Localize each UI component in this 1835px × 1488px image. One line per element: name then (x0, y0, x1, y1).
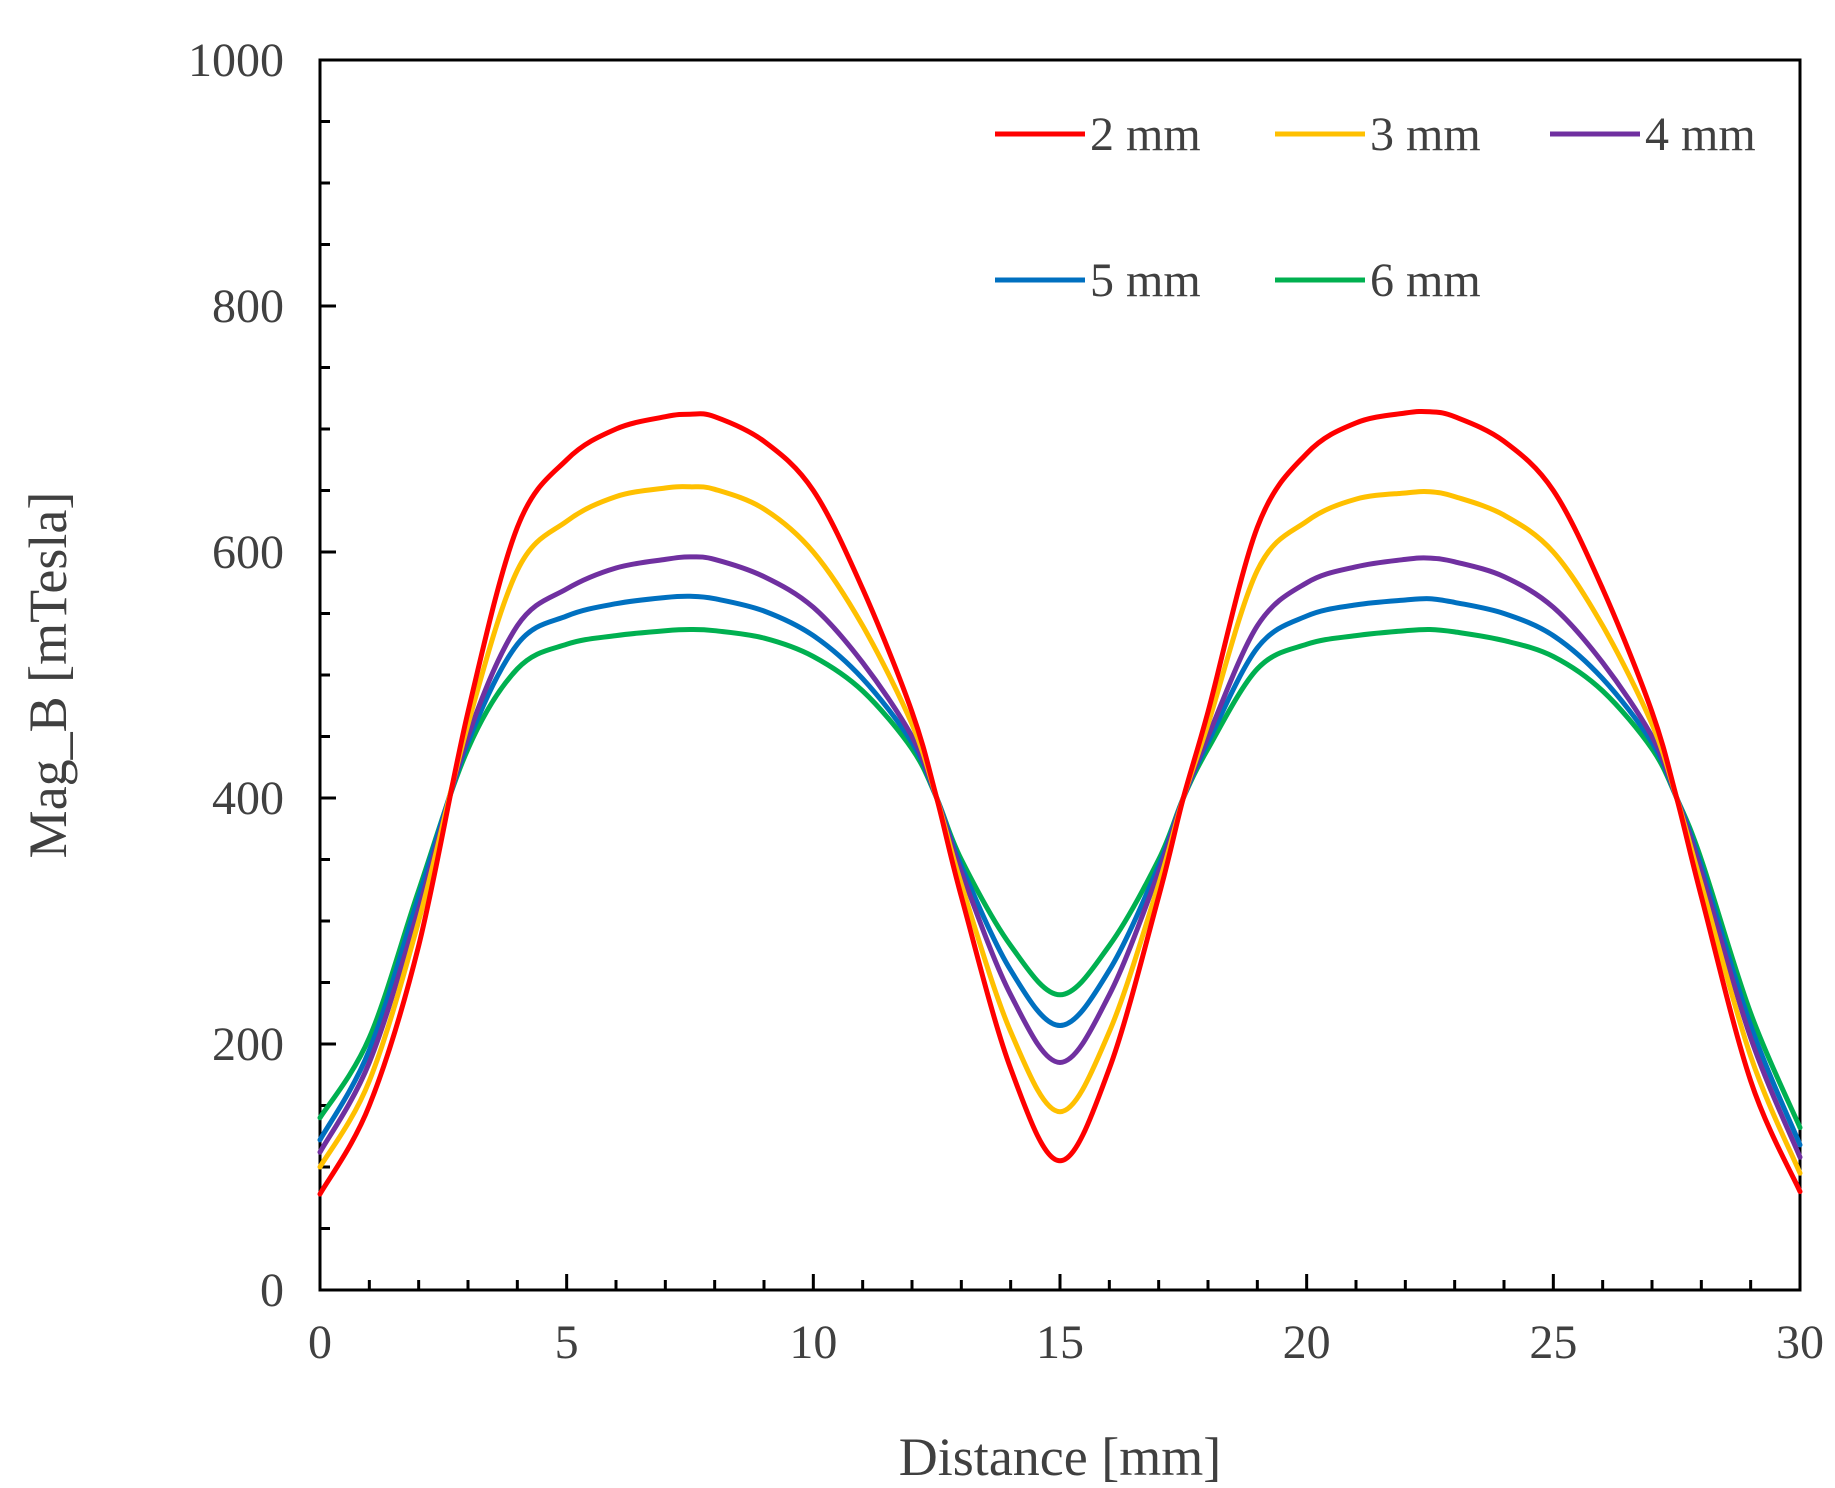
legend-entry: 5 mm (995, 254, 1201, 307)
series-line-3-mm (317, 484, 1803, 1176)
legend-entry: 3 mm (1275, 108, 1481, 161)
legend-label: 4 mm (1645, 108, 1756, 161)
legend-entry: 2 mm (995, 108, 1201, 161)
x-tick-label: 0 (308, 1316, 332, 1369)
x-tick-label: 30 (1776, 1316, 1824, 1369)
legend-label: 6 mm (1370, 254, 1481, 307)
y-tick-label: 200 (212, 1018, 284, 1071)
plot-area (318, 58, 1802, 1292)
y-tick-label: 0 (260, 1264, 284, 1317)
x-axis-title: Distance [mm] (899, 1427, 1221, 1487)
x-tick-label: 20 (1283, 1316, 1331, 1369)
series-line-4-mm (317, 554, 1803, 1160)
series-line-2-mm (317, 408, 1803, 1197)
axis-ticks: 0 5 10 15 20 25 30 0 200 400 600 800 1000 (188, 34, 1824, 1369)
legend-entry: 4 mm (1550, 108, 1756, 161)
y-tick-label: 1000 (188, 34, 284, 87)
y-tick-label: 400 (212, 772, 284, 825)
x-tick-label: 15 (1036, 1316, 1084, 1369)
y-axis-title: Mag_B [mTesla] (18, 492, 78, 859)
legend-label: 2 mm (1090, 108, 1201, 161)
legend-entry: 6 mm (1275, 254, 1481, 307)
y-tick-label: 600 (212, 526, 284, 579)
series-line-6-mm (317, 626, 1803, 1131)
x-tick-label: 25 (1529, 1316, 1577, 1369)
x-tick-label: 10 (789, 1316, 837, 1369)
legend: 2 mm 3 mm 4 mm 5 mm 6 mm (995, 108, 1756, 307)
series-line-5-mm (317, 593, 1803, 1148)
y-tick-label: 800 (212, 280, 284, 333)
series-lines (317, 408, 1803, 1197)
legend-label: 5 mm (1090, 254, 1201, 307)
x-tick-label: 5 (555, 1316, 579, 1369)
legend-label: 3 mm (1370, 108, 1481, 161)
